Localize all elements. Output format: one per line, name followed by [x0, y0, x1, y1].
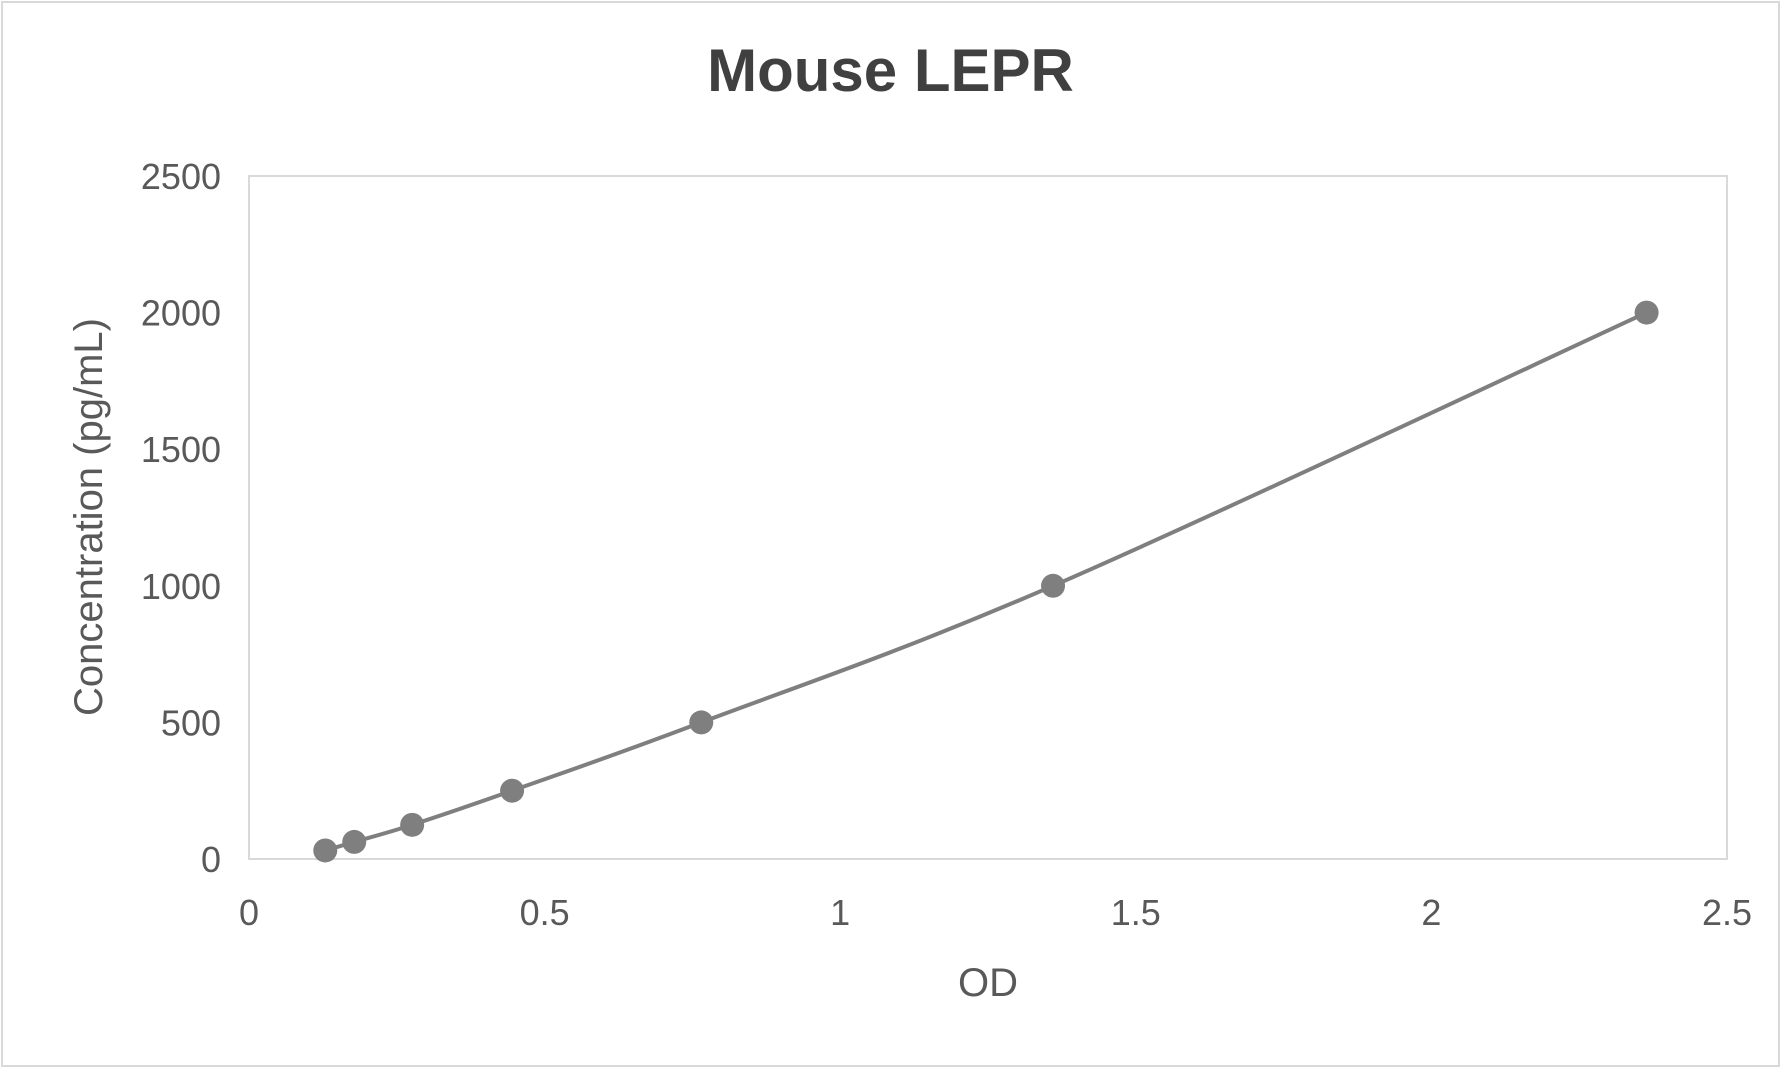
data-point-marker — [400, 812, 425, 837]
plot-area — [248, 175, 1728, 860]
data-point-marker — [500, 778, 525, 803]
x-axis-label: OD — [958, 961, 1018, 1005]
x-tick-label: 0 — [239, 892, 259, 933]
y-tick-label: 0 — [201, 839, 221, 880]
y-axis-label: Concentration (pg/mL) — [67, 318, 111, 716]
y-tick-label: 1000 — [141, 566, 221, 607]
data-point-marker — [1041, 573, 1066, 598]
y-axis-ticks: 0 500 1000 1500 2000 2500 — [141, 156, 221, 880]
x-axis-ticks: 0 0.5 1 1.5 2 2.5 — [239, 892, 1752, 933]
data-point-marker — [689, 710, 714, 735]
data-point-marker — [1634, 300, 1659, 325]
data-point-marker — [313, 838, 338, 863]
series-line — [324, 310, 1648, 853]
x-tick-label: 2.5 — [1702, 892, 1752, 933]
series-markers — [313, 300, 1659, 863]
chart-title: Mouse LEPR — [707, 37, 1074, 104]
x-tick-label: 0.5 — [520, 892, 570, 933]
x-tick-label: 1.5 — [1111, 892, 1161, 933]
y-tick-label: 2000 — [141, 293, 221, 334]
data-point-marker — [342, 829, 367, 854]
y-tick-label: 1500 — [141, 429, 221, 470]
x-tick-label: 1 — [830, 892, 850, 933]
y-tick-label: 500 — [161, 702, 221, 743]
y-tick-label: 2500 — [141, 156, 221, 197]
x-tick-label: 2 — [1421, 892, 1441, 933]
